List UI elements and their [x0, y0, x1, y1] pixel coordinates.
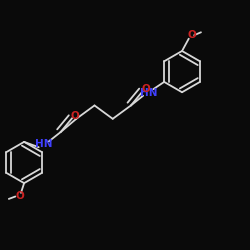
Text: O: O [71, 111, 80, 121]
Text: O: O [188, 30, 196, 40]
Text: O: O [141, 84, 150, 94]
Text: HN: HN [35, 139, 53, 149]
Text: O: O [16, 192, 24, 202]
Text: HN: HN [140, 88, 157, 98]
